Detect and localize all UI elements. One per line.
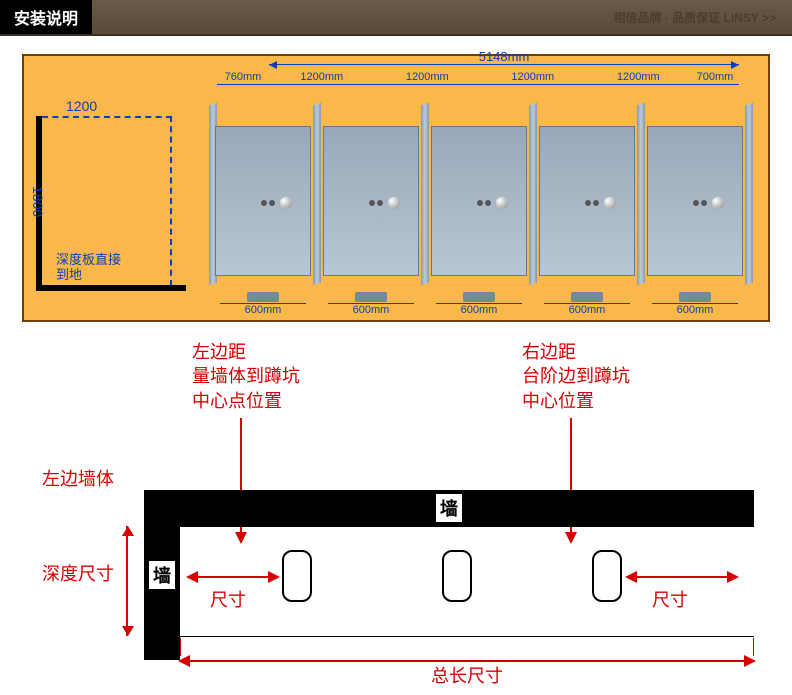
plan-l-shape: 1200 1800 深度板直接 到地 [36, 116, 186, 291]
plan-note: 深度板直接 到地 [56, 252, 121, 283]
plan-view-panel: 左边距 量墙体到蹲坑 中心点位置 右边距 台阶边到蹲坑 中心位置 左边墙体 深度… [22, 340, 770, 680]
foot-1 [247, 292, 279, 302]
wall-top: 墙 [144, 490, 754, 526]
foot-2 [355, 292, 387, 302]
knob-icon [280, 197, 292, 209]
door-5 [647, 126, 743, 276]
seg-4: 1200mm [586, 84, 692, 98]
header-tagline: 相信品牌 · 品质保证 LINSY >> [614, 9, 792, 26]
lock-icon [377, 200, 383, 206]
stall-4: 600mm [533, 104, 641, 304]
label-depth: 深度尺寸 [42, 560, 114, 586]
label-left-wall: 左边墙体 [42, 465, 114, 491]
dim-left-label: 尺寸 [210, 586, 246, 612]
squat-1 [282, 550, 312, 602]
right-dist-l2: 台阶边到蹲坑 [522, 366, 630, 386]
stall-1: 600mm [209, 104, 317, 304]
total-length-label: 总长尺寸 [431, 662, 503, 688]
seg-right-val: 700mm [697, 71, 734, 83]
partition-assembly: 5148mm 760mm 1200mm 1200mm 1200mm 1200mm… [209, 64, 779, 314]
door-w-3: 600mm [436, 303, 522, 316]
floor-line-top [180, 526, 754, 527]
divider-5 [637, 103, 645, 286]
door-w-2: 600mm [328, 303, 414, 316]
dim-right-label: 尺寸 [652, 586, 688, 612]
foot-4 [571, 292, 603, 302]
knob-icon [712, 197, 724, 209]
label-right-distance: 右边距 台阶边到蹲坑 中心位置 [522, 340, 630, 413]
floor-line-bot [144, 636, 754, 637]
label-left-distance: 左边距 量墙体到蹲坑 中心点位置 [192, 340, 300, 413]
dim-left [188, 576, 278, 578]
squat-2 [442, 550, 472, 602]
foot-5 [679, 292, 711, 302]
right-dist-l3: 中心位置 [522, 391, 594, 411]
plan-note-line2: 到地 [56, 267, 82, 282]
door-4 [539, 126, 635, 276]
door-3 [431, 126, 527, 276]
door-w-5: 600mm [652, 303, 738, 316]
divider-4 [529, 103, 537, 286]
knob-icon [496, 197, 508, 209]
tick-right [753, 638, 754, 656]
depth-bracket [126, 526, 140, 636]
wall-char-left: 墙 [149, 561, 175, 589]
lock-icon [485, 200, 491, 206]
divider-6 [745, 103, 753, 286]
seg-2-val: 1200mm [406, 71, 449, 83]
door-2 [323, 126, 419, 276]
seg-2: 1200mm [375, 84, 481, 98]
door-w-4: 600mm [544, 303, 630, 316]
segment-dims: 760mm 1200mm 1200mm 1200mm 1200mm 700mm [217, 84, 739, 98]
seg-right: 700mm [691, 84, 739, 98]
divider-3 [421, 103, 429, 286]
dim-right [627, 576, 737, 578]
wall-left: 墙 [144, 490, 180, 660]
lock-icon [593, 200, 599, 206]
tick-left [180, 638, 181, 656]
right-dist-l1: 右边距 [522, 342, 576, 362]
stall-row: 600mm 600mm 600mm 600mm [209, 104, 749, 304]
door-w-1: 600mm [220, 303, 306, 316]
header-title: 安装说明 [0, 0, 92, 34]
seg-left: 760mm [217, 84, 269, 98]
seg-left-val: 760mm [225, 71, 262, 83]
plan-dash-right [170, 116, 172, 286]
plan-wall-horz [36, 285, 186, 291]
stall-5: 600mm [641, 104, 749, 304]
lock-icon [269, 200, 275, 206]
header-bar: 安装说明 相信品牌 · 品质保证 LINSY >> [0, 0, 792, 36]
stall-2: 600mm [317, 104, 425, 304]
lock-icon [701, 200, 707, 206]
rdim-gap: 35mm [787, 104, 792, 116]
door-1 [215, 126, 311, 276]
total-width-value: 5148mm [479, 49, 530, 64]
partition-3d-panel: 1200 1800 深度板直接 到地 5148mm 760mm 1200mm 1… [22, 54, 770, 322]
left-dist-l3: 中心点位置 [192, 391, 282, 411]
left-dist-l1: 左边距 [192, 342, 246, 362]
plan-dash-top [42, 116, 172, 118]
seg-1-val: 1200mm [300, 71, 343, 83]
plan-width-label: 1200 [66, 98, 97, 114]
seg-4-val: 1200mm [617, 71, 660, 83]
knob-icon [604, 197, 616, 209]
wall-char-top: 墙 [436, 494, 462, 522]
divider-2 [313, 103, 321, 286]
plan-note-line1: 深度板直接 [56, 252, 121, 267]
total-length-dim: 总长尺寸 [180, 660, 754, 662]
right-height-dims: 35mm 1720mm 1800mm [781, 104, 792, 299]
seg-3: 1200mm [480, 84, 586, 98]
plan-height-label: 1800 [30, 186, 46, 217]
seg-1: 1200mm [269, 84, 375, 98]
knob-icon [388, 197, 400, 209]
seg-3-val: 1200mm [511, 71, 554, 83]
foot-3 [463, 292, 495, 302]
stall-3: 600mm [425, 104, 533, 304]
rdim-door: 1720mm [787, 118, 792, 278]
left-dist-l2: 量墙体到蹲坑 [192, 366, 300, 386]
squat-3 [592, 550, 622, 602]
